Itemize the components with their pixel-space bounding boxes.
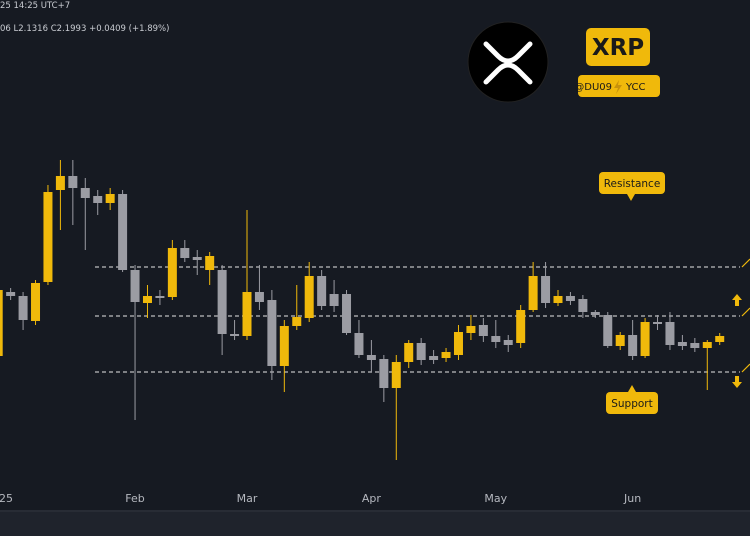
header-ohlc: 06 L2.1316 C2.1993 +0.0409 (+1.89%) — [0, 24, 169, 34]
candle-body — [653, 322, 663, 324]
xrp-logo-mark — [483, 41, 533, 85]
candle-body — [242, 292, 252, 336]
candle-body — [466, 326, 476, 333]
candle-body — [453, 332, 463, 355]
resistance-box — [599, 172, 665, 194]
badge-right: YCC — [625, 82, 646, 93]
candle-body — [429, 356, 439, 360]
candle-body — [167, 248, 177, 297]
candle-body — [565, 296, 575, 301]
candle-body — [590, 312, 600, 315]
candle-body — [603, 315, 613, 346]
candle-body — [130, 270, 140, 302]
candle-body — [0, 290, 3, 356]
candle-body — [516, 310, 526, 343]
candle-body — [690, 343, 700, 348]
candle-body — [404, 343, 414, 362]
candle-body — [329, 294, 339, 306]
candle-body — [416, 343, 426, 360]
candle-body — [317, 276, 327, 306]
candle-body — [342, 294, 352, 333]
candle-body — [155, 296, 165, 298]
candle-body — [541, 276, 551, 303]
candle-body — [304, 276, 314, 318]
candle-body — [366, 355, 376, 360]
candle-body — [205, 256, 215, 270]
candle-body — [217, 270, 227, 334]
candle-body — [43, 192, 53, 282]
x-tick-label: Jun — [623, 492, 641, 505]
support-pointer — [628, 385, 636, 392]
badge-left: @DU09 — [574, 82, 612, 93]
candle-body — [553, 296, 563, 303]
candle-body — [192, 257, 202, 260]
x-tick-label: Mar — [237, 492, 258, 505]
x-tick-label: 25 — [0, 492, 13, 505]
candle-body — [628, 335, 638, 356]
x-tick-label: Apr — [362, 492, 382, 505]
candle-body — [478, 325, 488, 336]
candle-body — [615, 335, 625, 346]
candle-body — [55, 176, 65, 190]
candle-body — [702, 342, 712, 348]
candle-body — [379, 359, 389, 388]
candle-body — [31, 283, 41, 321]
candle-body — [6, 292, 16, 296]
candle-body — [80, 188, 90, 198]
x-tick-label: May — [484, 492, 507, 505]
candle-body — [503, 340, 513, 345]
badge-title: XRP — [592, 35, 644, 61]
candle-body — [254, 292, 264, 302]
candle-body — [391, 362, 401, 388]
candle-body — [142, 296, 152, 303]
resistance-label: Resistance — [604, 178, 661, 190]
candle-body — [292, 317, 302, 326]
candle-body — [93, 196, 103, 203]
candle-body — [578, 299, 588, 312]
candle-body — [715, 336, 725, 342]
edge-strokes — [741, 258, 750, 373]
candle-body — [18, 296, 28, 320]
support-label: Support — [611, 398, 653, 410]
candle-body — [528, 276, 538, 310]
candle-body — [665, 322, 675, 345]
badge-box — [586, 28, 650, 66]
candle-body — [180, 248, 190, 258]
support-box — [606, 392, 658, 414]
candle-body — [491, 336, 501, 342]
header-time: 25 14:25 UTC+7 — [0, 1, 70, 11]
candle-body — [118, 194, 128, 270]
candle-body — [105, 194, 115, 203]
candle-body — [279, 326, 289, 366]
resistance-pointer — [627, 194, 635, 201]
edge-arrows — [732, 294, 742, 388]
candle-body — [230, 334, 240, 336]
candle-body — [640, 322, 650, 356]
x-tick-label: Feb — [125, 492, 144, 505]
candle-body — [677, 342, 687, 346]
candle-body — [68, 176, 78, 188]
bolt-icon — [614, 80, 622, 94]
candle-body — [441, 352, 451, 358]
candle-body — [267, 300, 277, 366]
candle-body — [354, 333, 364, 355]
bottom-strip — [0, 512, 750, 536]
